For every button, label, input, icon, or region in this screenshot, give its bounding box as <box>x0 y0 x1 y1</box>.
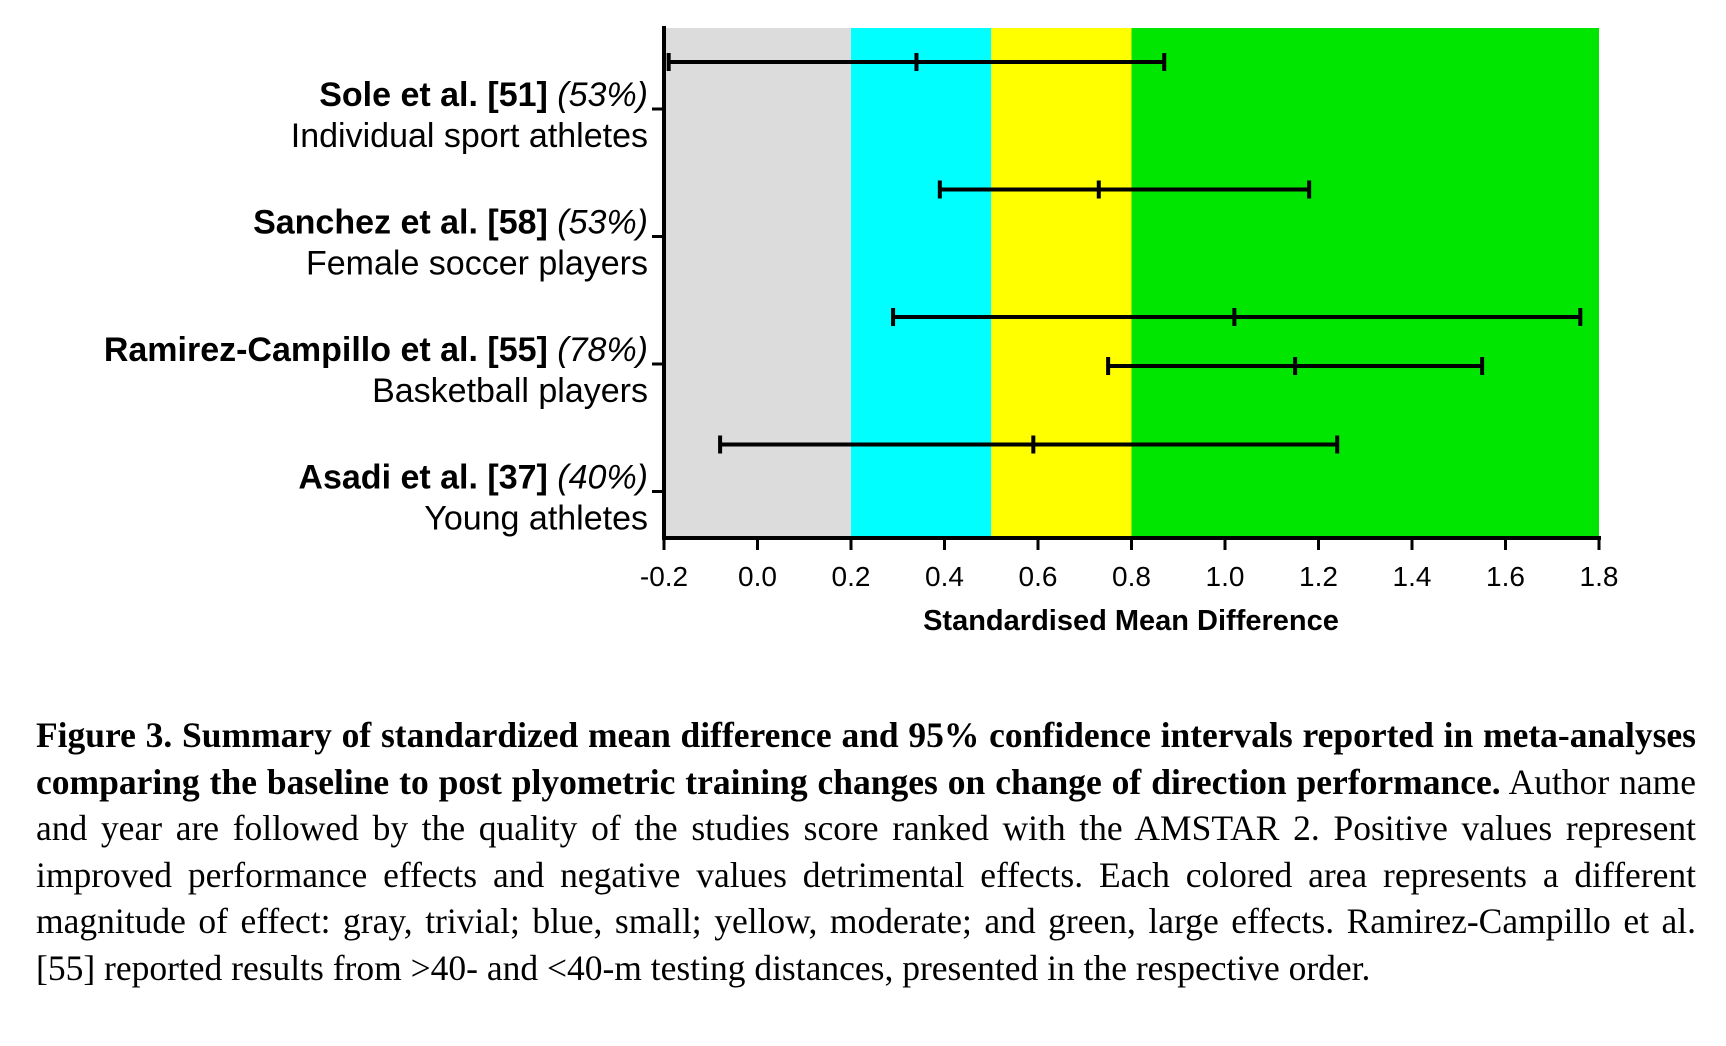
x-tick-label: -0.2 <box>640 561 688 592</box>
ci-bar <box>891 308 1583 326</box>
study-label: Ramirez-Campillo et al. [55] (78%) <box>104 331 648 369</box>
study-title: Asadi et al. [37] <box>298 459 557 497</box>
x-tick-label: 0.8 <box>1112 561 1151 592</box>
study-quality: (40%) <box>557 459 648 497</box>
study-label: Asadi et al. [37] (40%) <box>298 459 648 497</box>
x-tick-label: 1.4 <box>1393 561 1432 592</box>
band-large <box>1131 28 1599 538</box>
figure-caption: Figure 3. Summary of standardized mean d… <box>36 712 1696 991</box>
x-tick-label: 1.6 <box>1486 561 1525 592</box>
x-tick-label: 0.4 <box>925 561 964 592</box>
confidence-intervals <box>666 53 1583 454</box>
study-quality: (78%) <box>557 331 648 369</box>
ci-bar <box>937 180 1312 199</box>
study-title: Sole et al. [51] <box>319 76 557 114</box>
band-moderate <box>991 28 1132 538</box>
x-tick-label: 0.2 <box>832 561 871 592</box>
caption-body: Author name and year are followed by the… <box>36 761 1696 988</box>
study-description: Individual sport athletes <box>291 117 648 155</box>
study-description: Female soccer players <box>306 245 648 283</box>
study-title: Ramirez-Campillo et al. [55] <box>104 331 557 369</box>
x-tick-label: 1.0 <box>1206 561 1245 592</box>
x-ticks: -0.2 0.0 0.2 0.4 0.6 0.8 1.0 1.2 1.4 1.6 1.8 <box>640 538 1619 592</box>
study-description: Young athletes <box>424 500 648 538</box>
x-tick-label: 1.8 <box>1580 561 1619 592</box>
x-tick-label: 0.6 <box>1019 561 1058 592</box>
study-title: Sanchez et al. [58] <box>253 204 557 242</box>
forest-plot: -0.2 0.0 0.2 0.4 0.6 0.8 1.0 1.2 1.4 1.6 1.8 Sole … <box>104 26 1619 637</box>
x-axis-title: Standardised Mean Difference <box>923 605 1339 637</box>
caption-lead: Figure 3. Summary of standardized mean d… <box>36 715 1696 802</box>
study-label: Sanchez et al. [58] (53%) <box>253 204 648 242</box>
ci-bar <box>1106 357 1485 375</box>
study-labels: Sole et al. [51] (53%)Individual sport a… <box>104 76 664 538</box>
effect-bands <box>664 28 1599 538</box>
x-tick-label: 1.2 <box>1299 561 1338 592</box>
band-small <box>851 28 992 538</box>
study-quality: (53%) <box>557 204 648 242</box>
x-tick-label: 0.0 <box>738 561 777 592</box>
study-description: Basketball players <box>372 372 648 410</box>
ci-bar <box>666 53 1167 71</box>
band-trivial <box>664 28 851 538</box>
study-label: Sole et al. [51] (53%) <box>319 76 648 114</box>
ci-bar <box>718 435 1340 454</box>
study-quality: (53%) <box>557 76 648 114</box>
